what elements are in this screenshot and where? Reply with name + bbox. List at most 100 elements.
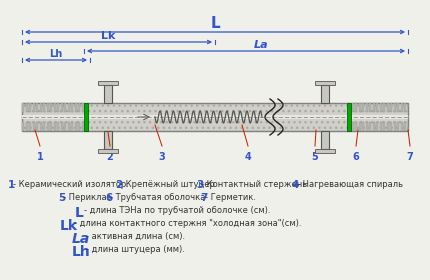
Bar: [104, 85, 112, 103]
Bar: [397, 122, 399, 131]
Bar: [64, 122, 67, 131]
Bar: [50, 122, 52, 131]
Text: - Керамический изолятор.: - Керамический изолятор.: [13, 180, 129, 189]
Bar: [376, 122, 378, 131]
Bar: [43, 103, 46, 112]
Bar: [380, 122, 382, 131]
Bar: [25, 103, 28, 112]
Text: - длина штуцера (мм).: - длина штуцера (мм).: [86, 245, 185, 254]
Bar: [29, 103, 31, 112]
Text: - Трубчатая оболочка: - Трубчатая оболочка: [110, 193, 206, 202]
Text: - Крепёжный штуцер: - Крепёжный штуцер: [120, 180, 215, 189]
Bar: [46, 122, 49, 131]
Text: - Нагревающая спираль: - Нагревающая спираль: [297, 180, 403, 189]
Bar: [53, 103, 56, 112]
Bar: [22, 122, 25, 131]
Text: - Герметик.: - Герметик.: [205, 193, 256, 202]
Bar: [98, 149, 117, 153]
Bar: [351, 122, 354, 131]
Bar: [74, 122, 77, 131]
Bar: [78, 103, 80, 112]
Bar: [376, 103, 378, 112]
Bar: [50, 103, 52, 112]
Bar: [366, 103, 368, 112]
Bar: [351, 103, 354, 112]
Bar: [372, 103, 375, 112]
Bar: [84, 103, 88, 131]
Bar: [369, 122, 372, 131]
Text: - Контактный стержень: - Контактный стержень: [201, 180, 307, 189]
Bar: [393, 122, 396, 131]
Bar: [369, 103, 372, 112]
Bar: [400, 122, 403, 131]
Bar: [359, 122, 361, 131]
Text: - длина ТЭНа по трубчатой оболочке (см).: - длина ТЭНа по трубчатой оболочке (см).: [84, 206, 270, 215]
Text: 5: 5: [312, 152, 318, 162]
Bar: [390, 103, 393, 112]
Bar: [315, 81, 335, 85]
Bar: [22, 103, 408, 131]
Bar: [25, 122, 28, 131]
Bar: [82, 103, 84, 112]
Bar: [40, 122, 42, 131]
Bar: [359, 103, 361, 112]
Bar: [78, 122, 80, 131]
Text: 2: 2: [107, 152, 114, 162]
Bar: [362, 122, 365, 131]
Text: 3: 3: [196, 180, 203, 190]
Text: 4: 4: [292, 180, 299, 190]
Bar: [390, 122, 393, 131]
Bar: [321, 131, 329, 149]
Bar: [366, 122, 368, 131]
Bar: [68, 103, 70, 112]
Bar: [57, 122, 59, 131]
Text: L: L: [210, 16, 220, 31]
Bar: [347, 103, 351, 131]
Bar: [61, 122, 63, 131]
Bar: [36, 122, 38, 131]
Bar: [400, 103, 403, 112]
Bar: [22, 115, 408, 119]
Bar: [393, 103, 396, 112]
Bar: [43, 122, 46, 131]
Bar: [33, 103, 35, 112]
Text: 7: 7: [407, 152, 413, 162]
Bar: [321, 85, 329, 103]
Bar: [36, 103, 38, 112]
Text: Lk: Lk: [60, 219, 78, 233]
Bar: [74, 103, 77, 112]
Bar: [40, 103, 42, 112]
Text: 1: 1: [37, 152, 43, 162]
Bar: [68, 122, 70, 131]
Bar: [397, 103, 399, 112]
Bar: [387, 103, 389, 112]
Text: - активная длина (см).: - активная длина (см).: [86, 232, 185, 241]
Bar: [404, 122, 406, 131]
Bar: [387, 122, 389, 131]
Text: L: L: [75, 206, 84, 220]
Bar: [355, 122, 357, 131]
Bar: [29, 122, 31, 131]
Bar: [348, 103, 350, 112]
Bar: [383, 122, 385, 131]
Bar: [355, 103, 357, 112]
Text: - Периклаз: - Периклаз: [63, 193, 111, 202]
Text: 5: 5: [58, 193, 65, 203]
Bar: [46, 103, 49, 112]
Bar: [22, 103, 408, 131]
Bar: [98, 81, 117, 85]
Bar: [22, 103, 25, 112]
Text: 3: 3: [159, 152, 166, 162]
Bar: [53, 122, 56, 131]
Bar: [71, 103, 74, 112]
Text: 6: 6: [353, 152, 359, 162]
Bar: [348, 122, 350, 131]
Bar: [380, 103, 382, 112]
Text: Lk: Lk: [101, 31, 116, 41]
Text: La: La: [72, 232, 90, 246]
Bar: [315, 149, 335, 153]
Bar: [82, 122, 84, 131]
Bar: [71, 122, 74, 131]
Bar: [104, 131, 112, 149]
Bar: [372, 122, 375, 131]
